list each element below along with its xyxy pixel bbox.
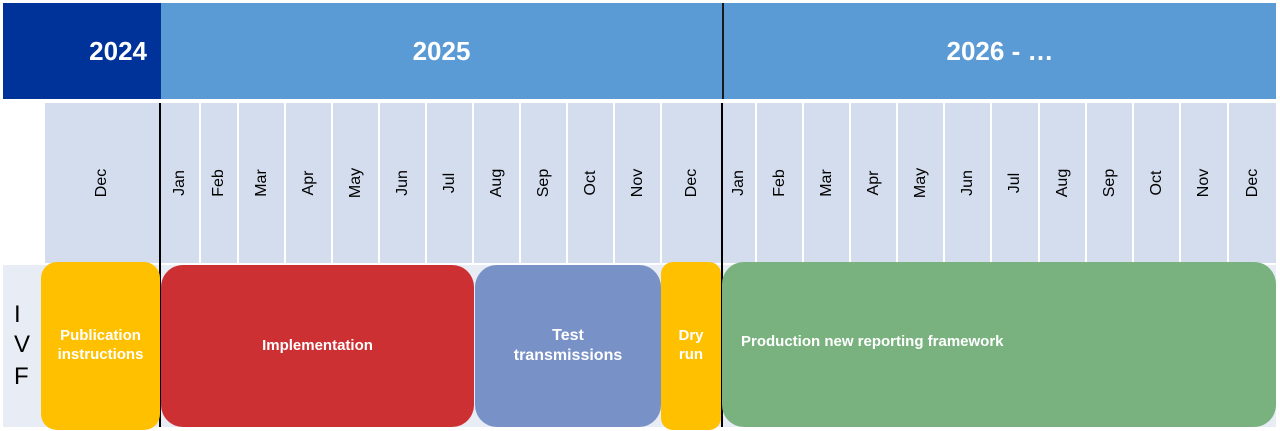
divider-2024-2025 [159, 103, 161, 427]
month-label: Jan [171, 170, 188, 196]
phase-implementation-label: Implementation [262, 336, 373, 354]
month-label: Oct [1147, 170, 1165, 196]
row-label-letter-2: V [14, 331, 31, 358]
month-label: Nov [1195, 168, 1212, 198]
year-2025-label: 2025 [412, 35, 471, 66]
month-label: Dec [93, 168, 110, 198]
row-label-letter-3: F [14, 363, 29, 390]
month-row: Dec Jan Feb Mar Apr May Jun Jul Aug Sep Oct Nov Dec J… [0, 103, 1280, 263]
phase-implementation: Implementation [161, 265, 474, 427]
year-2026-label: 2026 - … [946, 35, 1054, 66]
month-label: Mar [817, 169, 835, 197]
month-cell: Jun [380, 103, 425, 263]
month-label: Apr [864, 170, 882, 196]
phase-production: Production new reporting framework [722, 262, 1276, 427]
month-cell: Apr [851, 103, 896, 263]
phase-production-label: Production new reporting framework [741, 333, 1004, 351]
month-cell: Feb [757, 103, 802, 263]
month-label: Feb [770, 169, 788, 197]
phase-publication-label: Publication instructions [57, 327, 144, 363]
phase-dry-run: Dry run [661, 262, 721, 430]
month-label: Aug [487, 168, 505, 198]
month-cell: Jan [161, 103, 199, 263]
row-label-ivf: I V F [0, 265, 44, 427]
row-label-letter-1: I [14, 301, 21, 328]
year-2025-header: 2025 [161, 3, 722, 99]
month-label: Dec [1243, 168, 1261, 198]
month-label: Oct [581, 170, 599, 196]
month-label: Sep [534, 168, 552, 198]
month-cell: Sep [1087, 103, 1132, 263]
month-label: Aug [1053, 168, 1071, 198]
year-separator [722, 3, 724, 99]
month-cell: Nov [1181, 103, 1227, 263]
month-label: Dec [682, 168, 700, 198]
month-cell: Jun [945, 103, 990, 263]
month-cell: Aug [1040, 103, 1085, 263]
month-label: May [346, 167, 364, 199]
month-cell: Jul [992, 103, 1038, 263]
month-label: Feb [210, 169, 227, 197]
month-label: May [911, 167, 929, 199]
month-cell: Sep [521, 103, 566, 263]
month-cell: Feb [201, 103, 237, 263]
month-cell: Jul [427, 103, 472, 263]
month-cell: May [898, 103, 943, 263]
phase-test-transmissions: Test transmissions [475, 265, 661, 427]
phase-test-label: Test transmissions [513, 327, 623, 364]
month-label: Nov [628, 168, 646, 198]
month-label: Jun [958, 170, 976, 196]
month-label: Jul [440, 172, 458, 194]
month-cell: Dec [45, 103, 159, 263]
year-2024-header: 2024 [3, 3, 161, 99]
phase-publication-instructions: Publication instructions [41, 262, 160, 430]
month-cell: Oct [568, 103, 613, 263]
month-label: Apr [299, 170, 317, 196]
month-cell: Nov [615, 103, 660, 263]
divider-2025-2026 [721, 103, 723, 427]
month-cell: May [333, 103, 378, 263]
year-2024-label: 2024 [89, 35, 147, 66]
month-label: Jan [730, 170, 747, 196]
month-label: Sep [1100, 168, 1118, 198]
month-cell: Mar [239, 103, 284, 263]
month-label: Jul [1006, 172, 1023, 194]
month-cell: Aug [474, 103, 519, 263]
month-cell: Apr [286, 103, 331, 263]
month-cell: Dec [1229, 103, 1276, 263]
year-2026-header: 2026 - … [724, 3, 1276, 99]
month-cell: Oct [1134, 103, 1179, 263]
phase-dry-run-label: Dry run [678, 327, 704, 363]
month-label: Mar [252, 169, 270, 197]
month-label: Jun [393, 170, 411, 196]
month-cell: Dec [662, 103, 721, 263]
month-cell: Mar [804, 103, 849, 263]
month-cell: Jan [723, 103, 755, 263]
